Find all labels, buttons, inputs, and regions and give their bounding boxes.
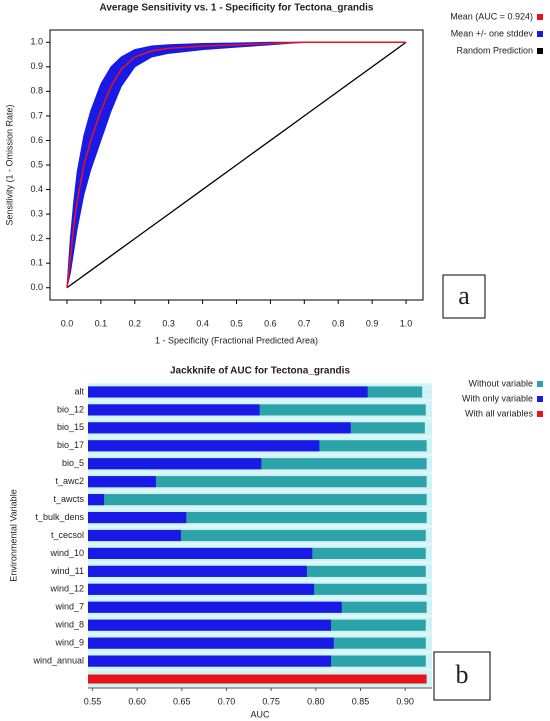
x-tick-label: 0.65 <box>173 696 191 706</box>
y-tick-label: t_bulk_dens <box>35 512 84 522</box>
x-axis-label: AUC <box>250 709 270 719</box>
y-tick-label: t_cecsol <box>51 530 84 540</box>
bar <box>88 637 334 649</box>
y-tick-label: 0.7 <box>30 110 43 120</box>
x-tick-label: 0.6 <box>264 318 277 328</box>
y-axis-label: Environmental Variable <box>8 489 18 581</box>
bar <box>88 422 351 434</box>
bar <box>88 655 332 667</box>
x-tick-label: 0.3 <box>162 318 175 328</box>
y-tick-label: 0.6 <box>30 135 43 145</box>
bar <box>88 619 332 631</box>
bar <box>88 601 342 613</box>
x-tick-label: 1.0 <box>400 318 413 328</box>
bar <box>88 511 427 524</box>
y-tick-label: wind_8 <box>54 620 84 630</box>
y-tick-label: 0.2 <box>30 233 43 243</box>
x-tick-label: 0.1 <box>95 318 108 328</box>
x-tick-label: 0.8 <box>332 318 345 328</box>
x-axis-label: 1 - Specificity (Fractional Predicted Ar… <box>155 335 318 345</box>
bar <box>88 386 368 398</box>
y-tick-label: 0.1 <box>30 258 43 268</box>
bar <box>88 511 187 524</box>
legend-swatch <box>537 396 543 402</box>
series-line <box>66 41 407 289</box>
bar <box>88 458 262 470</box>
x-tick-label: 0.85 <box>352 696 370 706</box>
legend-label: Without variable <box>468 378 533 388</box>
bar <box>88 547 313 560</box>
x-tick-label: 0.0 <box>61 318 74 328</box>
y-tick-label: alt <box>74 386 84 396</box>
y-tick-label: 0.8 <box>30 86 43 96</box>
y-tick-label: wind_9 <box>54 638 84 648</box>
legend-label: Mean (AUC = 0.924) <box>450 11 533 21</box>
y-tick-label: 1.0 <box>30 37 43 47</box>
y-tick-label: 0.9 <box>30 61 43 71</box>
chart-title: Average Sensitivity vs. 1 - Specificity … <box>100 3 374 14</box>
bar <box>88 583 315 595</box>
x-tick-label: 0.2 <box>129 318 142 328</box>
bar <box>88 529 426 542</box>
y-tick-label: t_awcts <box>53 494 84 504</box>
y-tick-label: 0.5 <box>30 159 43 169</box>
y-tick-label: wind_7 <box>54 602 84 612</box>
bar <box>88 494 427 506</box>
panel-label: a <box>458 281 470 310</box>
bar <box>88 565 307 577</box>
legend-swatch <box>537 14 543 20</box>
chart-title: Jackknife of AUC for Tectona_grandis <box>170 366 350 377</box>
panel-label: b <box>456 660 469 689</box>
x-tick-label: 0.75 <box>262 696 280 706</box>
bar <box>88 476 427 488</box>
legend-swatch <box>537 411 543 417</box>
y-tick-label: t_awc2 <box>55 476 84 486</box>
y-tick-label: wind_annual <box>32 655 84 665</box>
legend-label: With all variables <box>465 408 534 418</box>
x-tick-label: 0.5 <box>230 318 243 328</box>
x-tick-label: 0.9 <box>366 318 379 328</box>
y-tick-label: 0.0 <box>30 282 43 292</box>
legend-label: Mean +/- one stddev <box>451 28 534 38</box>
bar <box>88 440 320 452</box>
bar <box>88 529 181 542</box>
y-tick-label: wind_10 <box>49 548 84 558</box>
y-tick-label: bio_15 <box>57 422 84 432</box>
y-tick-label: bio_5 <box>62 458 84 468</box>
x-tick-label: 0.60 <box>128 696 146 706</box>
bar <box>88 404 260 416</box>
y-tick-label: bio_12 <box>57 404 84 414</box>
bar <box>88 476 156 488</box>
bar <box>88 494 105 506</box>
x-tick-label: 0.70 <box>218 696 236 706</box>
y-tick-label: 0.3 <box>30 208 43 218</box>
legend-swatch <box>537 48 543 54</box>
bar <box>88 674 427 684</box>
x-tick-label: 0.4 <box>196 318 209 328</box>
x-tick-label: 0.80 <box>307 696 325 706</box>
legend-label: With only variable <box>462 393 533 403</box>
legend-swatch <box>537 381 543 387</box>
series-line <box>66 41 407 288</box>
y-axis-label: Sensitivity (1 - Omission Rate) <box>4 104 14 225</box>
legend-label: Random Prediction <box>456 45 533 55</box>
y-tick-label: wind_11 <box>50 566 84 576</box>
panel-box <box>433 651 491 701</box>
panel-box <box>442 274 486 319</box>
stddev-band <box>66 41 407 288</box>
y-tick-label: bio_17 <box>57 440 84 450</box>
y-tick-label: 0.4 <box>30 184 43 194</box>
x-tick-label: 0.90 <box>396 696 414 706</box>
x-tick-label: 0.55 <box>84 696 102 706</box>
x-tick-label: 0.7 <box>298 318 311 328</box>
legend-swatch <box>537 31 543 37</box>
y-tick-label: wind_12 <box>49 584 84 594</box>
